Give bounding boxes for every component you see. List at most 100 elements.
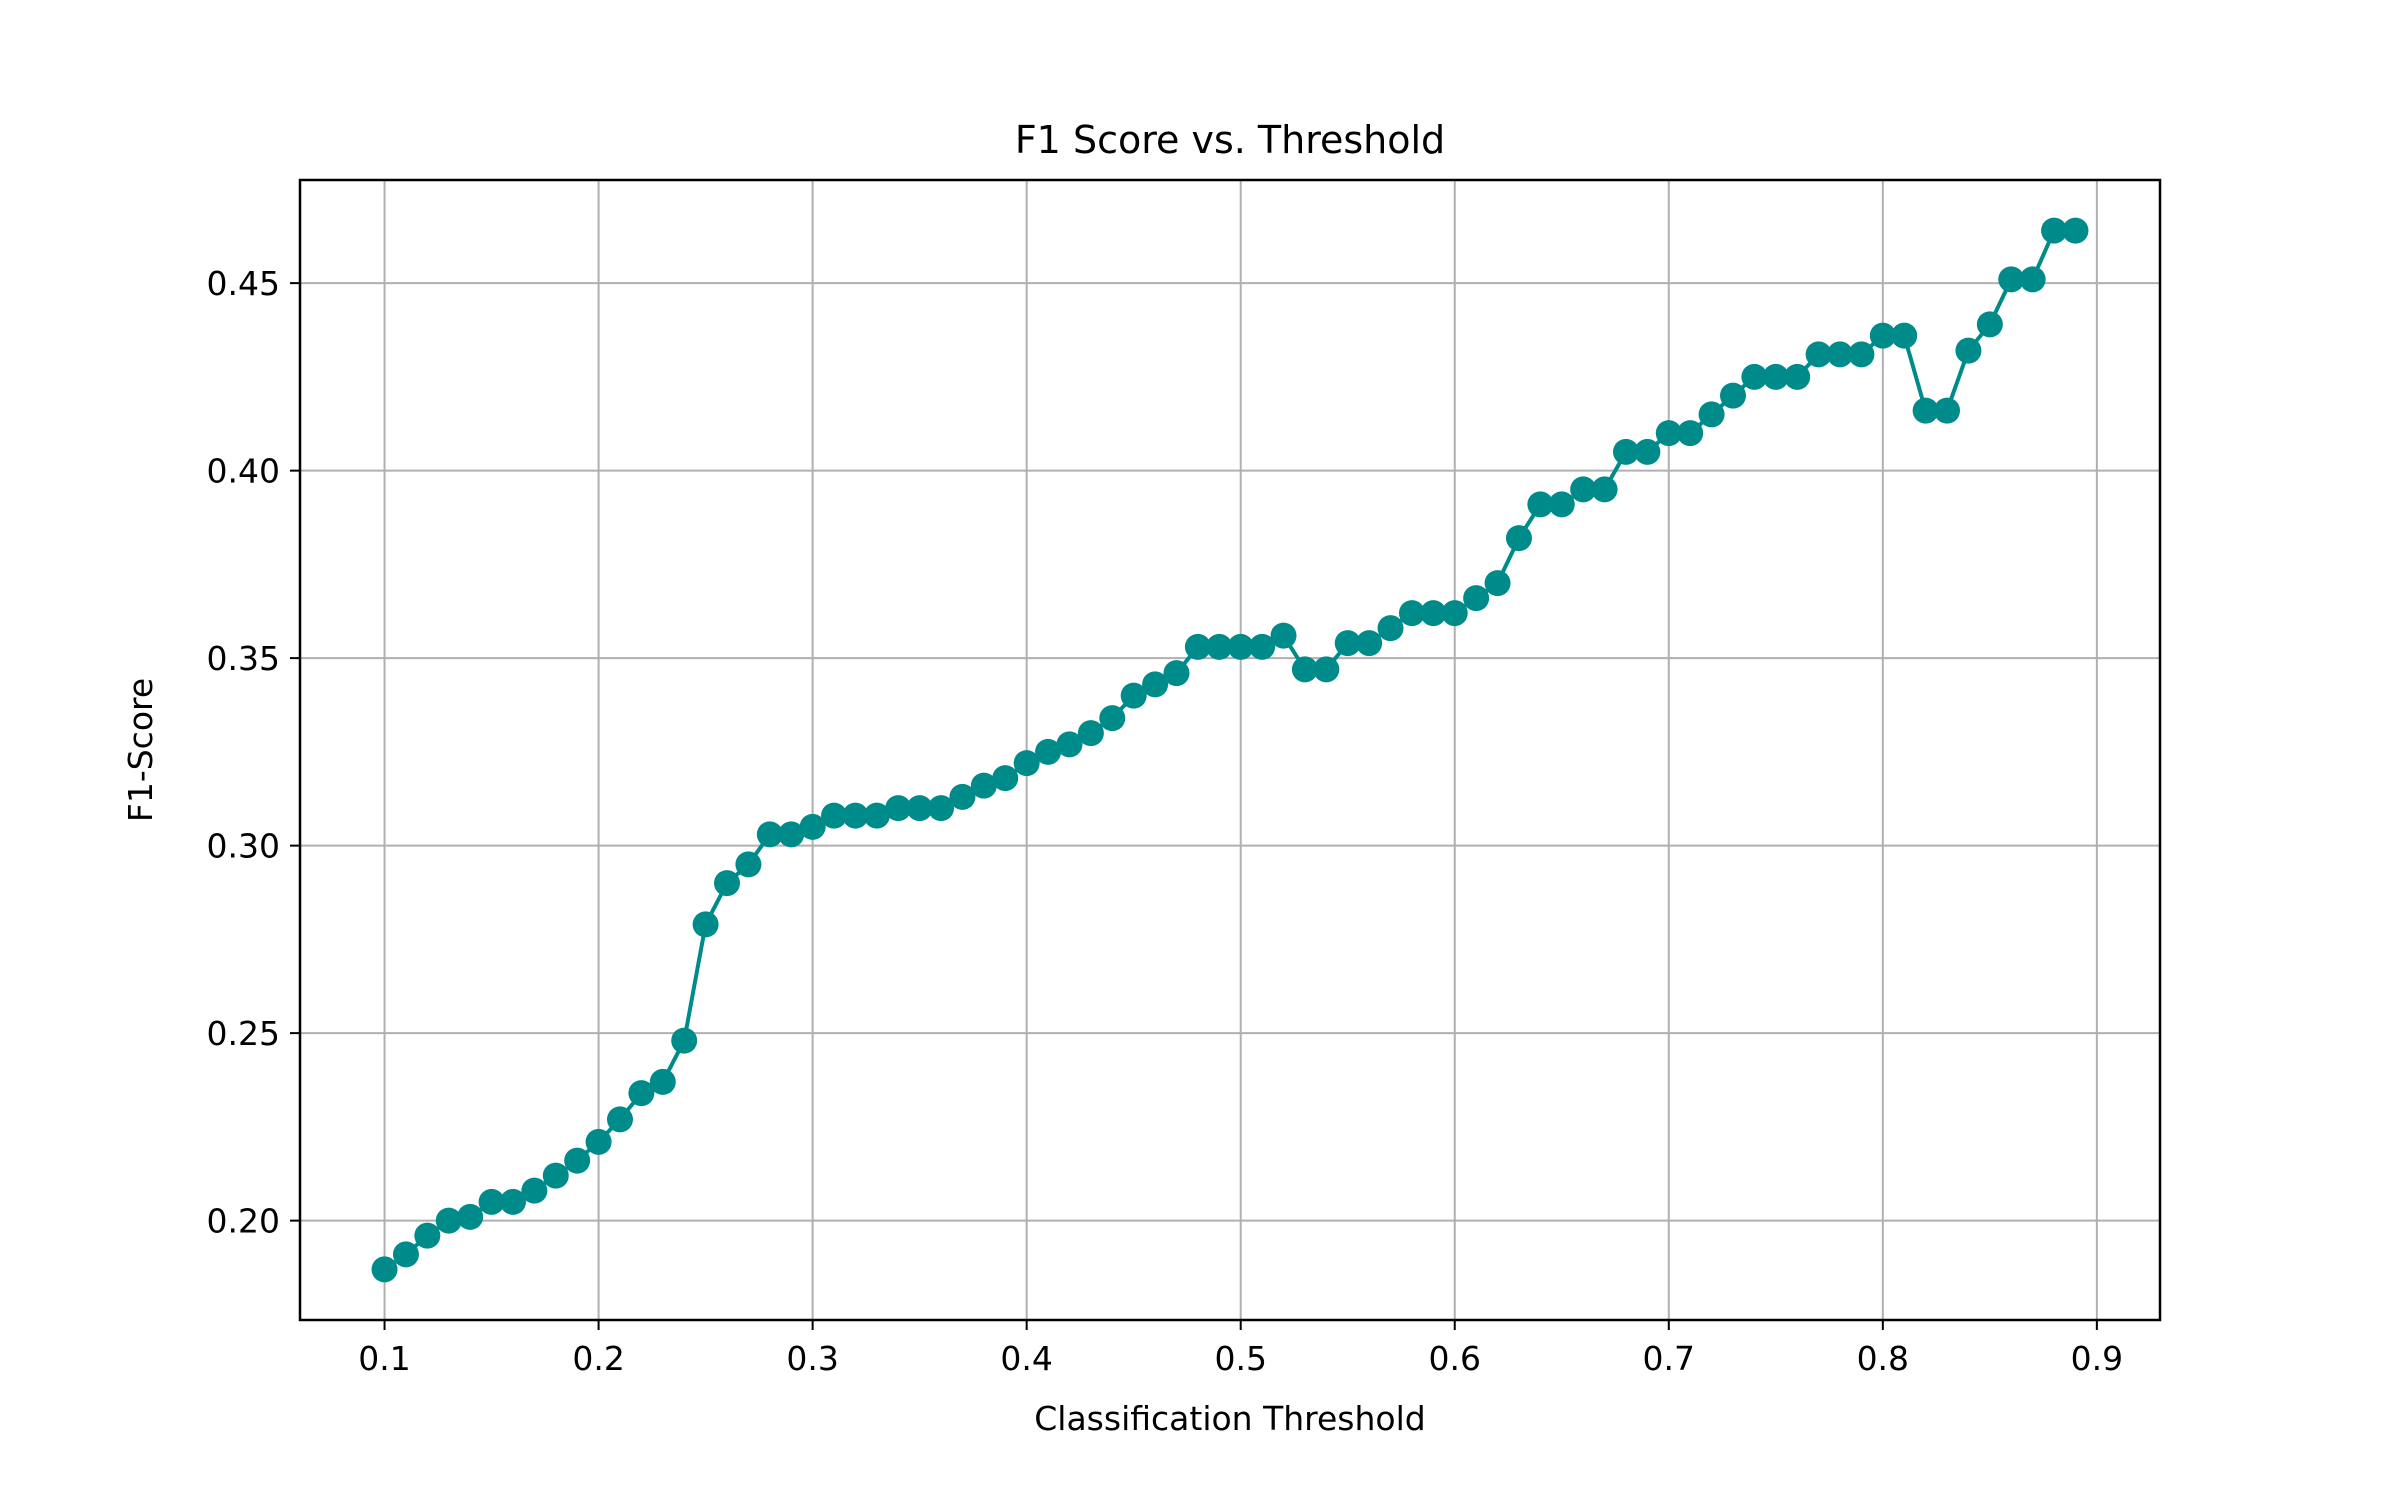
data-point xyxy=(1934,397,1961,424)
data-point xyxy=(1420,600,1447,627)
data-point xyxy=(1891,322,1918,349)
data-point xyxy=(1505,525,1532,552)
data-point xyxy=(649,1068,676,1095)
data-point xyxy=(628,1080,655,1107)
data-point xyxy=(414,1222,441,1249)
data-point xyxy=(863,802,890,829)
data-point xyxy=(1741,363,1768,390)
data-point xyxy=(564,1147,591,1174)
data-point xyxy=(1013,750,1040,777)
data-point xyxy=(906,795,933,822)
data-point xyxy=(692,911,719,938)
data-point xyxy=(371,1256,398,1283)
y-tick-label: 0.20 xyxy=(207,1202,280,1241)
data-point xyxy=(2062,217,2089,244)
data-point xyxy=(1463,585,1490,612)
data-point xyxy=(970,772,997,799)
data-point xyxy=(1377,615,1404,642)
chart-title: F1 Score vs. Threshold xyxy=(1015,118,1445,162)
data-point xyxy=(1784,363,1811,390)
data-point xyxy=(1120,682,1147,709)
data-point xyxy=(1998,266,2025,293)
data-point xyxy=(585,1128,612,1155)
x-tick-label: 0.1 xyxy=(358,1339,410,1378)
axis-ticks: 0.1 0.2 0.3 0.4 0.5 0.6 0.7 0.8 0.9 0.20 0.25 0.30 0… xyxy=(207,264,2124,1378)
grid-lines xyxy=(300,180,2160,1320)
data-point xyxy=(1912,397,1939,424)
y-tick-label: 0.45 xyxy=(207,264,280,303)
data-point xyxy=(1099,705,1126,732)
data-point xyxy=(1848,341,1875,368)
y-tick-label: 0.30 xyxy=(207,827,280,866)
x-axis-label: Classification Threshold xyxy=(1034,1399,1425,1438)
data-point xyxy=(392,1241,419,1268)
y-tick-label: 0.35 xyxy=(207,639,280,678)
data-point xyxy=(1056,731,1083,758)
data-point xyxy=(1634,438,1661,465)
data-point xyxy=(1291,656,1318,683)
data-point xyxy=(1313,656,1340,683)
data-point xyxy=(1334,630,1361,657)
data-point xyxy=(542,1162,569,1189)
data-point xyxy=(1249,633,1276,660)
data-point xyxy=(1762,363,1789,390)
data-point xyxy=(1570,476,1597,503)
data-point xyxy=(1976,311,2003,338)
data-point xyxy=(1142,671,1169,698)
data-point xyxy=(842,802,869,829)
data-point xyxy=(606,1106,633,1133)
x-tick-label: 0.3 xyxy=(786,1339,838,1378)
data-point xyxy=(1677,420,1704,447)
data-point xyxy=(1527,491,1554,518)
y-axis-label: F1-Score xyxy=(121,678,160,822)
data-point xyxy=(435,1207,462,1234)
data-point xyxy=(1206,633,1233,660)
data-point xyxy=(1591,476,1618,503)
data-point xyxy=(1441,600,1468,627)
x-tick-label: 0.2 xyxy=(572,1339,624,1378)
data-point xyxy=(885,795,912,822)
x-tick-label: 0.8 xyxy=(1857,1339,1909,1378)
data-point xyxy=(799,813,826,840)
data-point xyxy=(778,821,805,848)
data-point xyxy=(499,1188,526,1215)
data-point xyxy=(1827,341,1854,368)
data-point xyxy=(1612,438,1639,465)
x-tick-label: 0.7 xyxy=(1643,1339,1695,1378)
plot-frame xyxy=(298,178,2162,1322)
y-tick-label: 0.25 xyxy=(207,1014,280,1053)
x-tick-label: 0.4 xyxy=(1000,1339,1052,1378)
data-point xyxy=(1869,322,1896,349)
data-point xyxy=(1227,633,1254,660)
data-point xyxy=(2019,266,2046,293)
data-point xyxy=(671,1027,698,1054)
data-point xyxy=(1805,341,1832,368)
y-tick-label: 0.40 xyxy=(207,452,280,491)
data-point xyxy=(714,870,741,897)
data-series xyxy=(371,217,2089,1283)
data-point xyxy=(1270,622,1297,649)
data-point xyxy=(1655,420,1682,447)
data-point xyxy=(1184,633,1211,660)
data-point xyxy=(1077,720,1104,747)
data-point xyxy=(756,821,783,848)
data-point xyxy=(1719,382,1746,409)
data-point xyxy=(1356,630,1383,657)
x-tick-label: 0.9 xyxy=(2071,1339,2123,1378)
data-point xyxy=(992,765,1019,792)
data-point xyxy=(949,783,976,810)
data-point xyxy=(1955,337,1982,364)
data-point xyxy=(735,851,762,878)
data-point xyxy=(1698,401,1725,428)
x-tick-label: 0.5 xyxy=(1214,1339,1266,1378)
data-point xyxy=(478,1188,505,1215)
data-point xyxy=(1484,570,1511,597)
data-point xyxy=(1398,600,1425,627)
data-point xyxy=(1548,491,1575,518)
data-point xyxy=(521,1177,548,1204)
data-point xyxy=(2041,217,2068,244)
x-tick-label: 0.6 xyxy=(1428,1339,1480,1378)
data-point xyxy=(457,1203,484,1230)
